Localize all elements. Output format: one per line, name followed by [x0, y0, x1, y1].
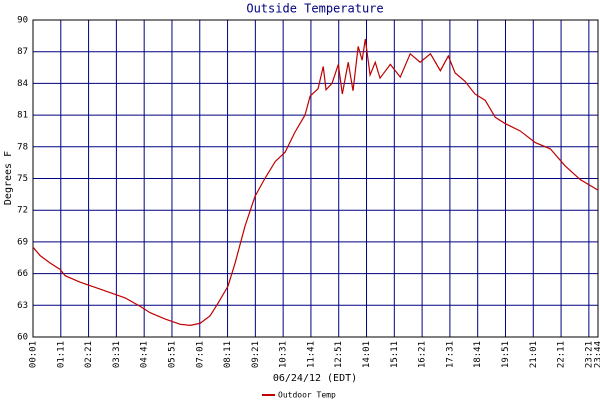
- x-tick-label: 00:01: [29, 341, 39, 368]
- y-tick-label: 72: [17, 206, 28, 216]
- x-tick-label: 16:21: [418, 341, 428, 368]
- x-tick-label: 04:41: [140, 341, 150, 368]
- plot-border: [32, 19, 599, 338]
- x-axis-label: 06/24/12 (EDT): [273, 373, 357, 384]
- x-tick-label: 18:41: [473, 341, 483, 368]
- y-tick-label: 90: [17, 16, 28, 26]
- chart-title: Outside Temperature: [246, 2, 383, 16]
- x-tick-label: 17:31: [445, 341, 455, 368]
- y-tick-label: 66: [17, 269, 28, 279]
- x-tick-label: 05:51: [167, 341, 177, 368]
- x-tick-label: 01:11: [56, 341, 66, 368]
- x-tick-label: 22:11: [557, 341, 567, 368]
- x-tick-label: 09:21: [251, 341, 261, 368]
- x-tick-label: 21:01: [529, 341, 539, 368]
- legend-label: Outdoor Temp: [278, 391, 336, 400]
- y-tick-label: 81: [17, 111, 28, 121]
- x-tick-label: 14:01: [362, 341, 372, 368]
- x-tick-label: 02:21: [84, 341, 94, 368]
- x-tick-label: 15:11: [390, 341, 400, 368]
- data-line: [32, 38, 599, 326]
- y-tick-label: 60: [17, 333, 28, 343]
- x-tick-label: 03:31: [112, 341, 122, 368]
- y-tick-label: 78: [17, 142, 28, 152]
- x-tick-label: 12:51: [334, 341, 344, 368]
- y-tick-label: 63: [17, 301, 28, 311]
- x-tick-label: 08:11: [223, 341, 233, 368]
- x-tick-label: 23:21: [584, 341, 594, 368]
- y-axis-label: Degrees F: [3, 151, 14, 205]
- y-tick-label: 87: [17, 47, 28, 57]
- x-tick-label: 19:51: [501, 341, 511, 368]
- x-tick-label: 11:41: [306, 341, 316, 368]
- x-tick-label: 10:31: [279, 341, 289, 368]
- y-tick-label: 69: [17, 237, 28, 247]
- y-tick-label: 84: [17, 79, 28, 89]
- x-tick-label: 07:01: [195, 341, 205, 368]
- y-tick-label: 75: [17, 174, 28, 184]
- x-tick-label: 23:44: [594, 341, 600, 368]
